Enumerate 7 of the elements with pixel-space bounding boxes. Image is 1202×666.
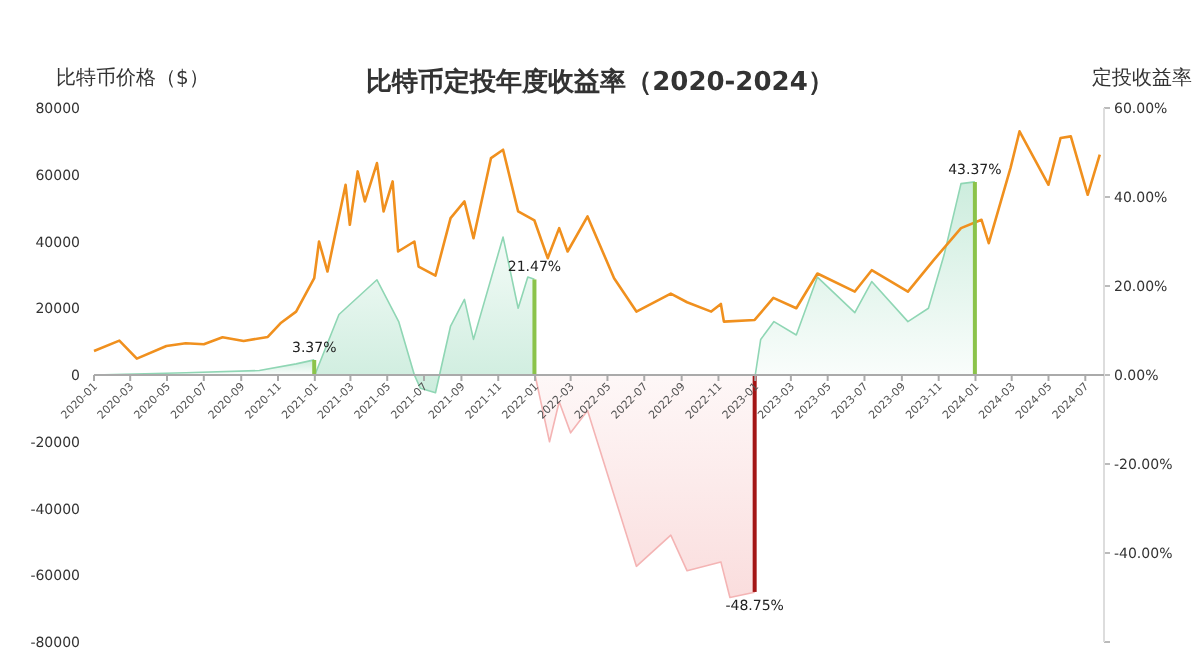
line-series — [92, 130, 1102, 360]
bar — [312, 360, 317, 375]
bar — [972, 182, 977, 375]
chart-title: 比特币定投年度收益率（2020-2024） — [366, 66, 834, 98]
y-axis-title: 比特币价格（$） — [56, 66, 209, 90]
y2-axis-title: 定投收益率 — [1092, 66, 1192, 90]
bar — [532, 279, 537, 375]
